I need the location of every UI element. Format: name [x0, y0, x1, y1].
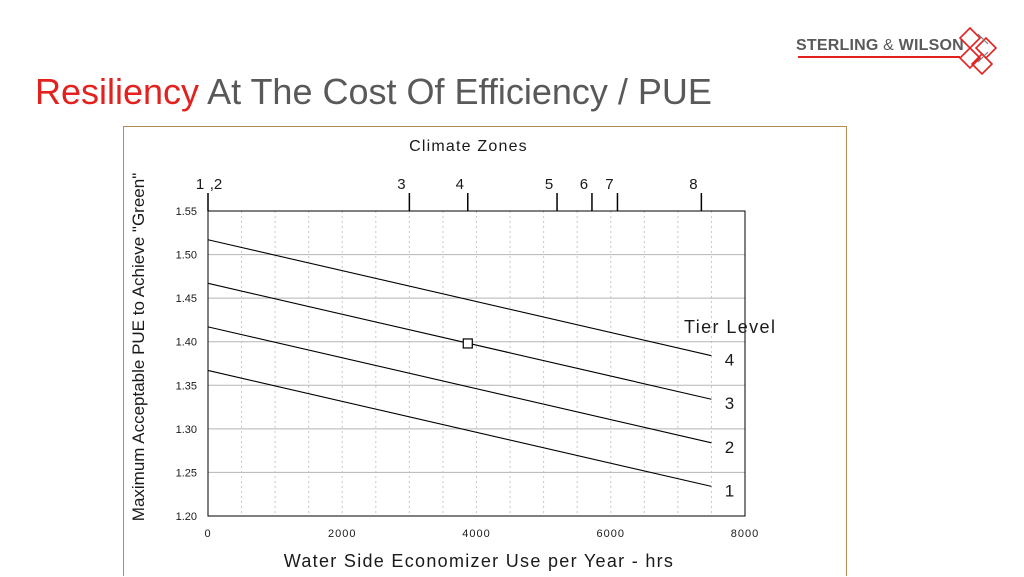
y-tick-label: 1.35 [176, 380, 197, 392]
y-tick-label: 1.30 [176, 424, 197, 436]
legend-title: Tier Level [684, 317, 776, 337]
grid-layer [208, 211, 745, 516]
y-axis-label: Maximum Acceptable PUE to Achieve "Green… [129, 173, 148, 521]
logo-name-amp: & [878, 37, 899, 54]
y-tick-labels: 1.20 1.25 1.30 1.35 1.40 1.45 1.50 1.55 [176, 206, 197, 523]
logo-wordmark: STERLING & WILSON [796, 37, 964, 55]
slide-title: Resiliency At The Cost Of Efficiency / P… [35, 70, 712, 114]
y-tick-label: 1.55 [176, 206, 197, 218]
chart-panel: 1.20 1.25 1.30 1.35 1.40 1.45 1.50 1.55 0 2000 40… [123, 126, 847, 576]
climate-zone-label: 3 [397, 176, 405, 193]
y-tick-label: 1.25 [176, 467, 197, 479]
title-rest: At The Cost Of Efficiency / PUE [199, 71, 712, 112]
y-tick-label: 1.20 [176, 511, 197, 523]
tier-label-1: 1 [725, 481, 734, 500]
tier-label-2: 2 [725, 438, 734, 457]
y-tick-label: 1.40 [176, 337, 197, 349]
climate-zone-label: 6 [580, 176, 588, 193]
x-tick-label: 6000 [597, 528, 625, 540]
logo-mark-icon [958, 26, 998, 76]
climate-zone-label: 7 [605, 176, 613, 193]
tier-line-3 [207, 282, 712, 400]
x-tick-label: 0 [204, 528, 211, 540]
x-tick-label: 8000 [731, 528, 759, 540]
tier-lines: 4 3 2 1 [207, 239, 734, 500]
climate-zone-axis: 1 ,2 3 4 5 6 7 8 [196, 176, 703, 211]
tier-line-1 [207, 369, 712, 487]
tier-line-2 [207, 326, 712, 444]
climate-zone-label: 8 [689, 176, 697, 193]
plot-border [207, 210, 746, 517]
x-tick-labels: 0 2000 4000 6000 8000 [204, 528, 759, 540]
data-marker [462, 338, 473, 349]
y-tick-label: 1.50 [176, 250, 197, 262]
y-tick-label: 1.45 [176, 293, 197, 305]
climate-zone-label: 1 [196, 176, 204, 193]
climate-zone-label: ,2 [210, 176, 223, 193]
tier-label-3: 3 [725, 394, 734, 413]
tier-line-4 [207, 239, 712, 357]
x-axis-label: Water Side Economizer Use per Year - hrs [284, 551, 674, 571]
top-axis-title: Climate Zones [409, 138, 528, 155]
climate-zone-label: 5 [545, 176, 553, 193]
logo-name-part2: WILSON [898, 37, 964, 54]
climate-zone-label: 4 [456, 176, 464, 193]
title-accent: Resiliency [35, 71, 200, 112]
pue-chart: 1.201.251.301.351.401.451.501.55 0 2000 40… [129, 138, 776, 571]
x-tick-label: 4000 [462, 528, 490, 540]
x-tick-label: 2000 [328, 528, 356, 540]
tier-label-4: 4 [725, 351, 734, 370]
sterling-wilson-logo: STERLING & WILSON [796, 24, 1006, 76]
logo-name-part1: STERLING [796, 37, 879, 54]
logo-underline [798, 56, 960, 58]
